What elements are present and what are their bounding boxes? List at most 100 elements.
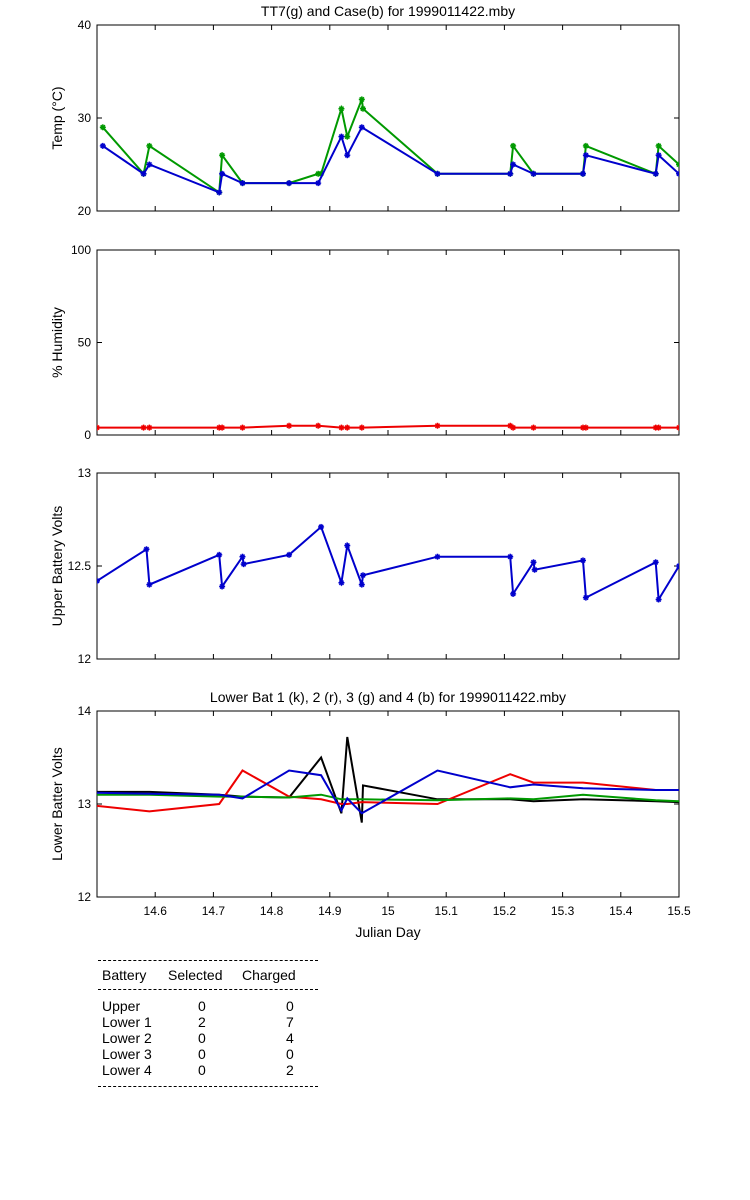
plot-frame — [96, 710, 680, 898]
x-tick-label: 15.5 — [667, 904, 691, 918]
table-cell-selected: 0 — [198, 1062, 206, 1078]
table-cell-charged: 0 — [286, 1046, 294, 1062]
table-top-rule — [98, 960, 318, 961]
table-row: Lower 1 2 7 — [98, 1014, 318, 1030]
x-tick-label: 15.1 — [435, 904, 459, 918]
table-header-charged: Charged — [242, 967, 296, 983]
data-point-stroke — [507, 171, 513, 177]
series-4 — [97, 769, 679, 815]
data-point-stroke — [434, 171, 441, 177]
data-point-stroke — [434, 554, 441, 560]
y-tick-label: 40 — [78, 18, 92, 32]
x-tick-label: 14.7 — [202, 904, 226, 918]
data-point-stroke — [359, 581, 365, 588]
data-point — [510, 590, 517, 597]
y-tick-label: 20 — [78, 204, 92, 218]
data-point — [99, 142, 106, 149]
chart-title: TT7(g) and Case(b) for 1999011422.mby — [261, 3, 515, 19]
data-point — [286, 422, 293, 429]
data-point-stroke — [359, 124, 365, 130]
table-header-selected: Selected — [168, 967, 223, 983]
y-axis-label: Lower Batter Volts — [49, 747, 65, 861]
data-point-stroke — [510, 424, 516, 431]
data-point-stroke — [510, 143, 516, 149]
data-point-stroke — [241, 561, 247, 567]
table-cell-battery: Upper — [102, 998, 141, 1014]
data-point-stroke — [510, 161, 516, 168]
chart-panel-1: 20 30 40 TT7(g) and Case(b) for 1999011422.… — [49, 3, 680, 218]
data-point-stroke — [286, 180, 292, 186]
table-header-rule — [98, 989, 318, 990]
data-point — [530, 559, 537, 566]
data-point — [531, 566, 538, 573]
data-point-stroke — [655, 143, 662, 149]
y-tick-label: 13 — [78, 797, 92, 811]
data-point — [338, 133, 345, 140]
series-line — [97, 769, 679, 813]
data-point-stroke — [583, 594, 589, 601]
battery-table: Battery Selected Charged Upper 0 0 Lower… — [98, 960, 318, 1087]
table-cell-selected: 2 — [198, 1014, 206, 1030]
series-2 — [99, 124, 679, 196]
data-point-stroke — [146, 581, 153, 588]
data-point-stroke — [530, 171, 537, 177]
table-cell-battery: Lower 1 — [102, 1014, 152, 1030]
data-point-stroke — [216, 552, 222, 558]
table-cell-charged: 0 — [286, 998, 294, 1014]
x-tick-label: 15.2 — [493, 904, 517, 918]
data-point-stroke — [653, 171, 659, 177]
data-point — [582, 152, 589, 159]
data-point — [338, 424, 345, 431]
data-point-stroke — [239, 180, 246, 186]
data-point-stroke — [676, 163, 679, 168]
series-line — [97, 769, 679, 815]
data-point — [652, 559, 659, 566]
data-point — [582, 594, 589, 601]
data-point-stroke — [286, 423, 292, 429]
data-point-stroke — [338, 580, 345, 586]
data-point — [507, 553, 514, 560]
x-axis-label: Julian Day — [355, 924, 420, 940]
data-point — [239, 553, 246, 560]
data-point-stroke — [676, 424, 679, 429]
data-point — [239, 180, 246, 187]
series-line — [97, 736, 679, 823]
y-tick-label: 50 — [78, 336, 92, 350]
data-point — [510, 142, 517, 149]
data-point — [434, 170, 441, 177]
y-tick-label: 100 — [71, 243, 91, 257]
data-point — [510, 424, 517, 431]
data-point — [676, 170, 679, 177]
data-point — [338, 579, 345, 586]
table-row: Lower 3 0 0 — [98, 1046, 318, 1062]
data-point — [655, 142, 662, 149]
data-point-stroke — [219, 171, 225, 177]
data-point — [146, 581, 153, 588]
table-body: Upper 0 0 Lower 1 2 7 Lower 2 0 4 Lower … — [98, 998, 318, 1078]
table-bottom-rule — [98, 1086, 318, 1087]
data-point — [344, 424, 351, 431]
data-point — [318, 523, 325, 530]
data-point-stroke — [676, 563, 679, 568]
data-point-stroke — [507, 423, 513, 429]
data-point-stroke — [344, 133, 350, 140]
data-point — [676, 563, 679, 569]
figure: 20 30 40 TT7(g) and Case(b) for 1999011422.… — [49, 3, 691, 940]
data-point-stroke — [344, 542, 350, 549]
data-point — [579, 557, 586, 564]
data-point-stroke — [530, 559, 537, 565]
data-point-stroke — [97, 578, 100, 582]
data-point — [239, 424, 246, 431]
table-cell-selected: 0 — [198, 998, 206, 1014]
data-point — [286, 180, 293, 187]
y-tick-label: 30 — [78, 111, 92, 125]
data-point-stroke — [97, 424, 100, 429]
table-row: Lower 4 0 2 — [98, 1062, 318, 1078]
data-point-stroke — [532, 567, 538, 573]
data-point — [344, 542, 351, 549]
data-point-stroke — [100, 124, 106, 130]
data-point — [676, 161, 679, 168]
data-point-stroke — [97, 426, 100, 431]
data-point — [216, 189, 223, 196]
data-point — [219, 152, 226, 159]
